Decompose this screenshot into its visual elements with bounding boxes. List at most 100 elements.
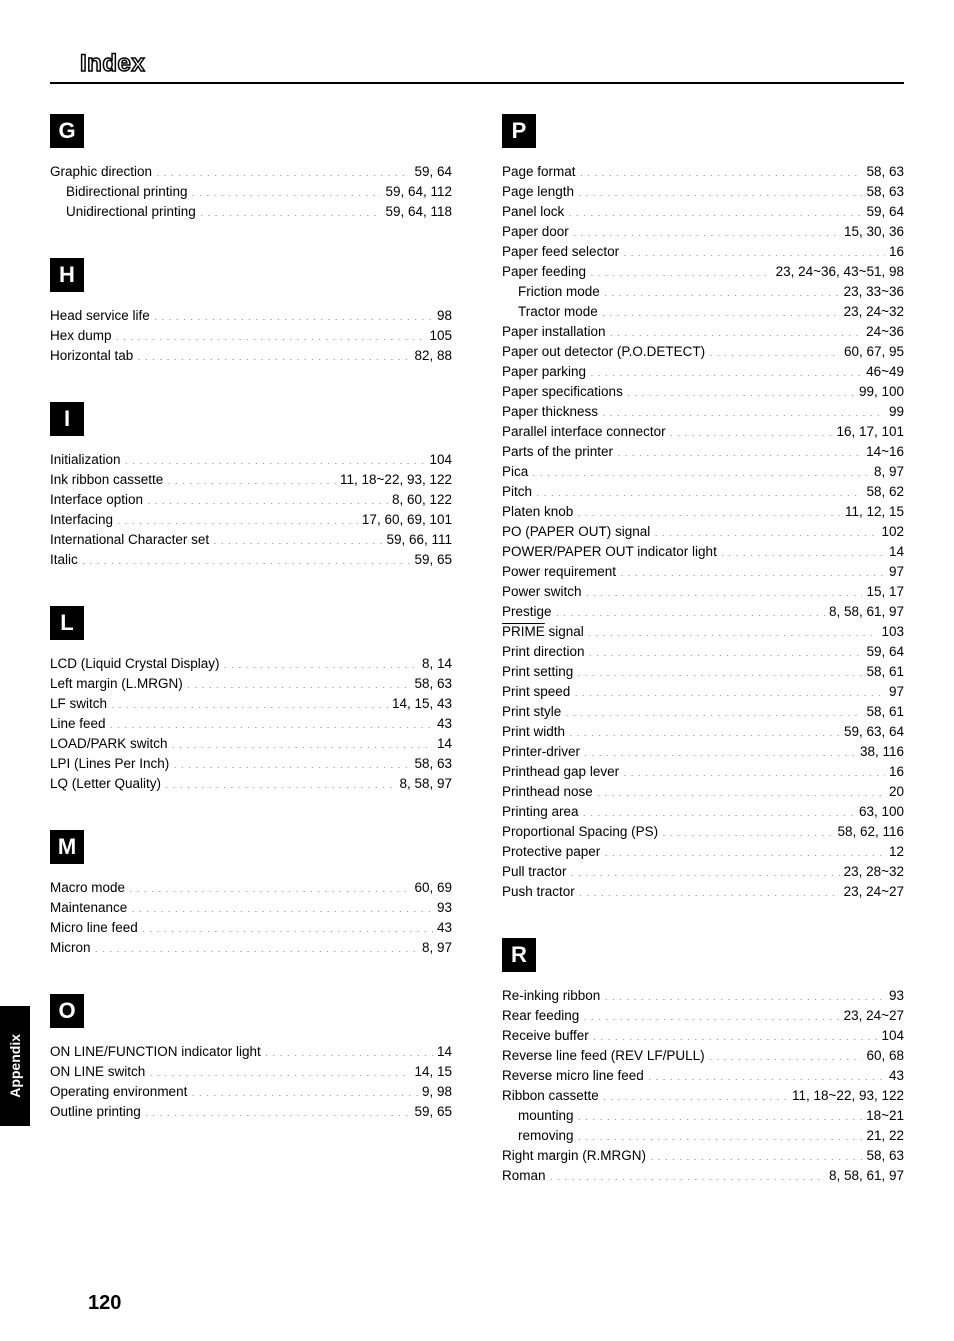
leader-dots <box>95 939 418 953</box>
index-term: Reverse line feed (REV LF/PULL) <box>502 1046 709 1066</box>
index-entry: Roman8, 58, 61, 97 <box>502 1166 904 1186</box>
leader-dots <box>154 307 433 321</box>
index-term: Panel lock <box>502 202 568 222</box>
index-pages: 8, 97 <box>418 938 452 958</box>
index-pages: 24~36 <box>862 322 904 342</box>
letter-box: R <box>502 938 536 972</box>
index-section-m: MMacro mode60, 69Maintenance93Micro line… <box>50 830 452 958</box>
index-pages: 38, 116 <box>856 742 904 762</box>
leader-dots <box>604 283 840 297</box>
index-entry: Interfacing17, 60, 69, 101 <box>50 510 452 530</box>
index-entry: Outline printing59, 65 <box>50 1102 452 1122</box>
index-entry: Right margin (R.MRGN)58, 63 <box>502 1146 904 1166</box>
index-pages: 104 <box>425 450 452 470</box>
leader-dots <box>142 919 433 933</box>
index-term: Push tractor <box>502 882 579 902</box>
index-entry: Line feed43 <box>50 714 452 734</box>
index-pages: 14~16 <box>862 442 904 462</box>
index-section-p: PPage format58, 63Page length58, 63Panel… <box>502 114 904 902</box>
leader-dots <box>623 243 885 257</box>
leader-dots <box>145 1103 411 1117</box>
index-pages: 93 <box>885 986 904 1006</box>
index-pages: 20 <box>885 782 904 802</box>
leader-dots <box>191 1083 418 1097</box>
side-tab-label: Appendix <box>7 1034 23 1098</box>
index-entry: Platen knob11, 12, 15 <box>502 502 904 522</box>
leader-dots <box>156 163 410 177</box>
index-pages: 99, 100 <box>855 382 904 402</box>
leader-dots <box>536 483 862 497</box>
leader-dots <box>603 1087 788 1101</box>
index-entry: ON LINE/FUNCTION indicator light14 <box>50 1042 452 1062</box>
index-term: Prestige <box>502 602 556 622</box>
leader-dots <box>578 1107 863 1121</box>
index-term: Parallel interface connector <box>502 422 670 442</box>
index-term: Pull tractor <box>502 862 571 882</box>
index-entry: Paper thickness99 <box>502 402 904 422</box>
index-pages: 58, 61 <box>862 662 904 682</box>
index-pages: 14 <box>885 542 904 562</box>
index-term: LOAD/PARK switch <box>50 734 172 754</box>
leader-dots <box>597 783 885 797</box>
index-term: Macro mode <box>50 878 129 898</box>
leader-dots <box>147 491 388 505</box>
index-term: Print speed <box>502 682 574 702</box>
page-title: Index <box>80 50 904 78</box>
index-entry: Interface option8, 60, 122 <box>50 490 452 510</box>
index-entry: Printhead nose20 <box>502 782 904 802</box>
letter-box: I <box>50 402 84 436</box>
index-pages: 14 <box>433 1042 452 1062</box>
index-entry: Macro mode60, 69 <box>50 878 452 898</box>
leader-dots <box>588 623 878 637</box>
index-entry: Pull tractor23, 28~32 <box>502 862 904 882</box>
index-entry: Parts of the printer 14~16 <box>502 442 904 462</box>
index-term: Bidirectional printing <box>66 182 192 202</box>
index-pages: 23, 33~36 <box>840 282 904 302</box>
index-pages: 23, 24~36, 43~51, 98 <box>772 262 904 282</box>
index-entry: Reverse line feed (REV LF/PULL)60, 68 <box>502 1046 904 1066</box>
index-pages: 16, 17, 101 <box>832 422 904 442</box>
index-term: Paper specifications <box>502 382 627 402</box>
letter-box: G <box>50 114 84 148</box>
index-term: removing <box>518 1126 578 1146</box>
index-entry: Print speed97 <box>502 682 904 702</box>
index-entry: LOAD/PARK switch14 <box>50 734 452 754</box>
index-pages: 59, 63, 64 <box>840 722 904 742</box>
index-pages: 46~49 <box>862 362 904 382</box>
leader-dots <box>111 695 388 709</box>
index-entry: Friction mode23, 33~36 <box>502 282 904 302</box>
index-term: Pitch <box>502 482 536 502</box>
index-term: ON LINE switch <box>50 1062 149 1082</box>
index-term: Reverse micro line feed <box>502 1066 648 1086</box>
index-pages: 98 <box>433 306 452 326</box>
leader-dots <box>627 383 855 397</box>
leader-dots <box>602 403 885 417</box>
index-term: Initialization <box>50 450 125 470</box>
leader-dots <box>125 451 426 465</box>
index-entry: Page length58, 63 <box>502 182 904 202</box>
leader-dots <box>590 363 862 377</box>
leader-dots <box>662 823 833 837</box>
leader-dots <box>654 523 877 537</box>
leader-dots <box>604 987 885 1001</box>
leader-dots <box>82 551 411 565</box>
index-pages: 59, 64 <box>862 642 904 662</box>
index-term: mounting <box>518 1106 578 1126</box>
index-entry: Power switch15, 17 <box>502 582 904 602</box>
index-pages: 59, 65 <box>410 1102 452 1122</box>
index-term: LQ (Letter Quality) <box>50 774 165 794</box>
index-term: Horizontal tab <box>50 346 137 366</box>
index-section-h: HHead service life98Hex dump105Horizonta… <box>50 258 452 366</box>
leader-dots <box>574 683 885 697</box>
index-pages: 8, 14 <box>418 654 452 674</box>
index-term: Roman <box>502 1166 550 1186</box>
index-term: Parts of the printer <box>502 442 617 462</box>
index-section-i: IInitialization104Ink ribbon cassette11,… <box>50 402 452 570</box>
leader-dots <box>593 1027 878 1041</box>
index-entry: Prestige8, 58, 61, 97 <box>502 602 904 622</box>
leader-dots <box>556 603 825 617</box>
leader-dots <box>573 223 840 237</box>
index-pages: 8, 97 <box>870 462 904 482</box>
index-entry: LCD (Liquid Crystal Display)8, 14 <box>50 654 452 674</box>
index-term: Printhead gap lever <box>502 762 623 782</box>
